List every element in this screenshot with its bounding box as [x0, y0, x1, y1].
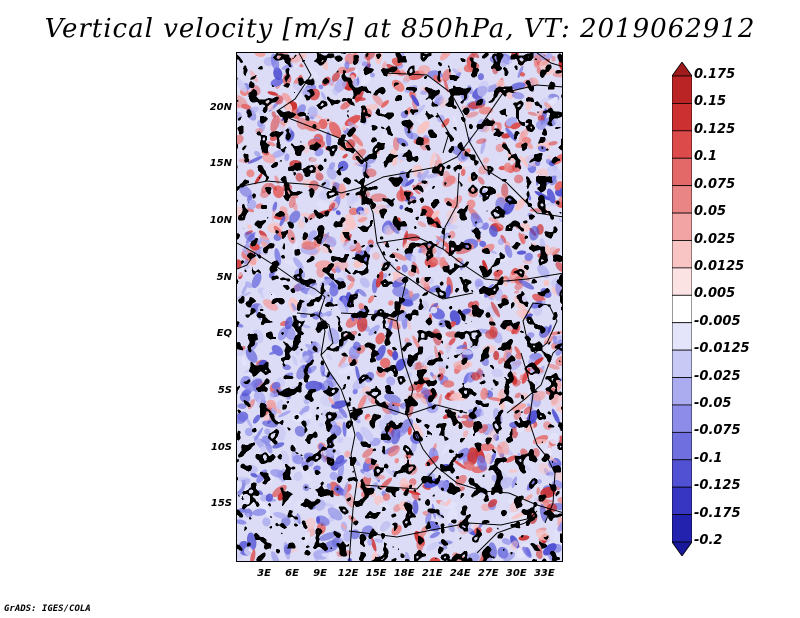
colorbar-label: -0.125: [694, 478, 741, 494]
colorbar-label: 0.125: [694, 121, 736, 137]
colorbar-label: 0.075: [694, 176, 736, 192]
map-plot-area: [236, 52, 563, 562]
colorbar-segment: [672, 349, 692, 378]
colorbar-label: -0.0125: [694, 341, 750, 357]
colorbar-segment: [672, 322, 692, 351]
colorbar-label: -0.075: [694, 423, 741, 439]
velocity-field-map: [237, 53, 562, 561]
lat-tick-label: EQ: [216, 328, 232, 340]
colorbar-label: -0.1: [694, 450, 723, 466]
lat-tick-label: 15N: [209, 158, 232, 170]
colorbar-segment: [672, 130, 692, 159]
colorbar-segment: [672, 514, 692, 543]
colorbar-label: -0.175: [694, 505, 741, 521]
map-title: Vertical velocity [m/s] at 850hPa, VT: 2…: [44, 14, 756, 44]
lon-tick-label: 15E: [365, 568, 387, 579]
colorbar-segment: [672, 486, 692, 515]
lon-tick-label: 18E: [393, 568, 415, 579]
lat-tick-label: 15S: [210, 498, 232, 510]
lon-tick-label: 3E: [257, 568, 271, 579]
lon-tick-label: 27E: [477, 568, 499, 579]
lon-tick-label: 12E: [337, 568, 359, 579]
colorbar-segment: [672, 103, 692, 132]
colorbar-label: 0.0125: [694, 258, 745, 274]
lon-tick-label: 9E: [313, 568, 327, 579]
colorbar-segment: [672, 459, 692, 488]
lat-tick-label: 20N: [209, 101, 232, 113]
colorbar-label: -0.05: [694, 395, 732, 411]
colorbar-label: 0.025: [694, 231, 736, 247]
colorbar-max-triangle: [672, 62, 692, 77]
colorbar-label: 0.15: [694, 94, 727, 110]
lon-tick-label: 21E: [421, 568, 443, 579]
colorbar-label: -0.2: [694, 533, 723, 548]
colorbar-label: 0.05: [694, 204, 727, 220]
lon-tick-label: 33E: [533, 568, 555, 579]
colorbar-label: -0.025: [694, 368, 741, 384]
lon-tick-label: 24E: [449, 568, 471, 579]
colorbar: [672, 62, 692, 556]
colorbar-segment: [672, 157, 692, 187]
colorbar-min-triangle: [672, 541, 692, 556]
grads-credit: GrADS: IGES/COLA: [4, 604, 91, 614]
lat-tick-label: 10S: [210, 441, 232, 453]
colorbar-segment: [672, 431, 692, 461]
lon-tick-label: 30E: [505, 568, 527, 579]
lon-tick-label: 6E: [285, 568, 299, 579]
country-borders: [237, 53, 562, 561]
colorbar-segment: [672, 377, 692, 406]
lat-tick-label: 5S: [217, 385, 232, 396]
colorbar-segment: [672, 185, 692, 214]
colorbar-segment: [672, 212, 692, 241]
colorbar-label: 0.175: [694, 67, 736, 82]
colorbar-segment: [672, 267, 692, 296]
colorbar-segment: [672, 294, 692, 324]
colorbar-segment: [672, 240, 692, 269]
lat-tick-label: 5N: [216, 271, 232, 283]
colorbar-label: 0.005: [694, 286, 736, 302]
colorbar-segment: [672, 404, 692, 433]
lat-tick-label: 10N: [209, 215, 232, 226]
colorbar-segment: [672, 75, 692, 104]
colorbar-label: 0.1: [694, 149, 718, 165]
colorbar-label: -0.005: [694, 313, 741, 329]
